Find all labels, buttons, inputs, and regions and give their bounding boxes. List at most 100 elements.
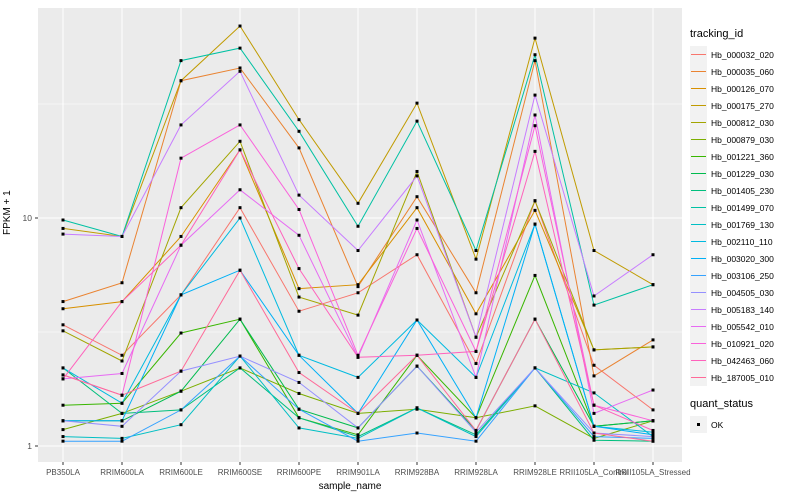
legend-item-label: Hb_003020_300 bbox=[711, 253, 774, 264]
data-point bbox=[474, 291, 478, 295]
legend-key-swatch bbox=[690, 63, 707, 80]
data-point bbox=[592, 348, 596, 352]
legend-item: Hb_187005_010 bbox=[690, 369, 800, 386]
legend-key-swatch bbox=[690, 114, 707, 131]
legend-item-label: Hb_005183_140 bbox=[711, 304, 774, 315]
legend-item-label: Hb_000126_070 bbox=[711, 83, 774, 94]
data-point bbox=[415, 218, 419, 222]
data-point bbox=[415, 101, 419, 105]
data-point bbox=[238, 123, 242, 127]
legend-key-line bbox=[691, 54, 706, 55]
legend-key-swatch bbox=[690, 301, 707, 318]
legend-key-swatch bbox=[690, 267, 707, 284]
legend-item-label: Hb_000812_030 bbox=[711, 117, 774, 128]
data-point bbox=[61, 307, 65, 311]
legend-key-line bbox=[691, 275, 706, 276]
data-point bbox=[592, 294, 596, 298]
data-point bbox=[474, 416, 478, 420]
data-point bbox=[179, 206, 183, 210]
legend-item: Hb_000175_270 bbox=[690, 97, 800, 114]
legend-item: Hb_001229_030 bbox=[690, 165, 800, 182]
data-point bbox=[238, 317, 242, 321]
data-point bbox=[61, 439, 65, 443]
legend-item: Hb_000032_020 bbox=[690, 46, 800, 63]
y-tick-label: 10 bbox=[23, 213, 33, 223]
data-point bbox=[120, 281, 124, 285]
data-point bbox=[179, 59, 183, 63]
data-point bbox=[474, 349, 478, 353]
data-point bbox=[120, 419, 124, 423]
data-point bbox=[61, 226, 65, 230]
data-point bbox=[356, 375, 360, 379]
legend-item: Hb_000879_030 bbox=[690, 131, 800, 148]
data-point bbox=[297, 309, 301, 313]
legend-key-swatch bbox=[690, 46, 707, 63]
data-point bbox=[356, 435, 360, 439]
data-point bbox=[238, 366, 242, 370]
legend-item-label: Hb_000032_020 bbox=[711, 49, 774, 60]
data-point bbox=[415, 406, 419, 410]
legend-key-swatch bbox=[690, 369, 707, 386]
data-point bbox=[474, 335, 478, 339]
legend-key-swatch bbox=[690, 182, 707, 199]
x-tick-label: PB350LA bbox=[46, 468, 80, 477]
data-point bbox=[61, 329, 65, 333]
data-point bbox=[61, 218, 65, 222]
data-point bbox=[651, 283, 655, 287]
legend-key-swatch bbox=[690, 80, 707, 97]
data-point bbox=[356, 353, 360, 357]
data-point bbox=[297, 146, 301, 150]
data-point bbox=[356, 291, 360, 295]
data-point bbox=[651, 436, 655, 440]
data-point bbox=[474, 375, 478, 379]
data-point bbox=[415, 206, 419, 210]
data-point bbox=[533, 93, 537, 97]
legend-items: Hb_000032_020 Hb_000035_060 Hb_000126_070 H… bbox=[690, 46, 800, 386]
data-point bbox=[120, 300, 124, 304]
legend-item-label: Hb_187005_010 bbox=[711, 372, 774, 383]
data-point bbox=[120, 393, 124, 397]
legend-key-swatch bbox=[690, 199, 707, 216]
data-point bbox=[238, 216, 242, 220]
data-point bbox=[61, 300, 65, 304]
data-point bbox=[179, 243, 183, 247]
legend-key-line bbox=[691, 190, 706, 191]
data-point bbox=[474, 433, 478, 437]
data-point bbox=[533, 208, 537, 212]
data-point bbox=[297, 391, 301, 395]
data-point bbox=[592, 411, 596, 415]
data-point bbox=[592, 391, 596, 395]
data-point bbox=[415, 119, 419, 123]
data-point bbox=[474, 257, 478, 261]
data-point bbox=[120, 439, 124, 443]
data-point bbox=[592, 374, 596, 378]
legend-key-swatch bbox=[690, 318, 707, 335]
data-point bbox=[179, 79, 183, 83]
data-point bbox=[356, 411, 360, 415]
quant-legend-title: quant_status bbox=[690, 398, 753, 410]
legend-key-line bbox=[691, 292, 706, 293]
legend: tracking_id Hb_000032_020 Hb_000035_060 Hb… bbox=[690, 28, 800, 433]
quant-legend-item: OK bbox=[690, 416, 800, 433]
data-point bbox=[651, 433, 655, 437]
legend-item: Hb_005542_010 bbox=[690, 318, 800, 335]
x-tick-label: RRII105LA_Stressed bbox=[615, 468, 690, 477]
data-point bbox=[651, 419, 655, 423]
data-point bbox=[61, 419, 65, 423]
data-point bbox=[297, 118, 301, 122]
data-point bbox=[651, 408, 655, 412]
data-point bbox=[297, 295, 301, 299]
data-point bbox=[297, 287, 301, 291]
data-point bbox=[651, 345, 655, 349]
legend-item: Hb_000126_070 bbox=[690, 80, 800, 97]
data-point bbox=[533, 124, 537, 128]
ok-point-icon bbox=[697, 423, 700, 426]
data-point bbox=[120, 371, 124, 375]
data-point bbox=[415, 174, 419, 178]
x-tick-label: RRIM600SE bbox=[218, 468, 262, 477]
data-point bbox=[238, 354, 242, 358]
data-point bbox=[356, 283, 360, 287]
x-tick-label: RRII105LA_Control bbox=[559, 468, 629, 477]
data-point bbox=[474, 428, 478, 432]
legend-title: tracking_id bbox=[690, 28, 744, 40]
